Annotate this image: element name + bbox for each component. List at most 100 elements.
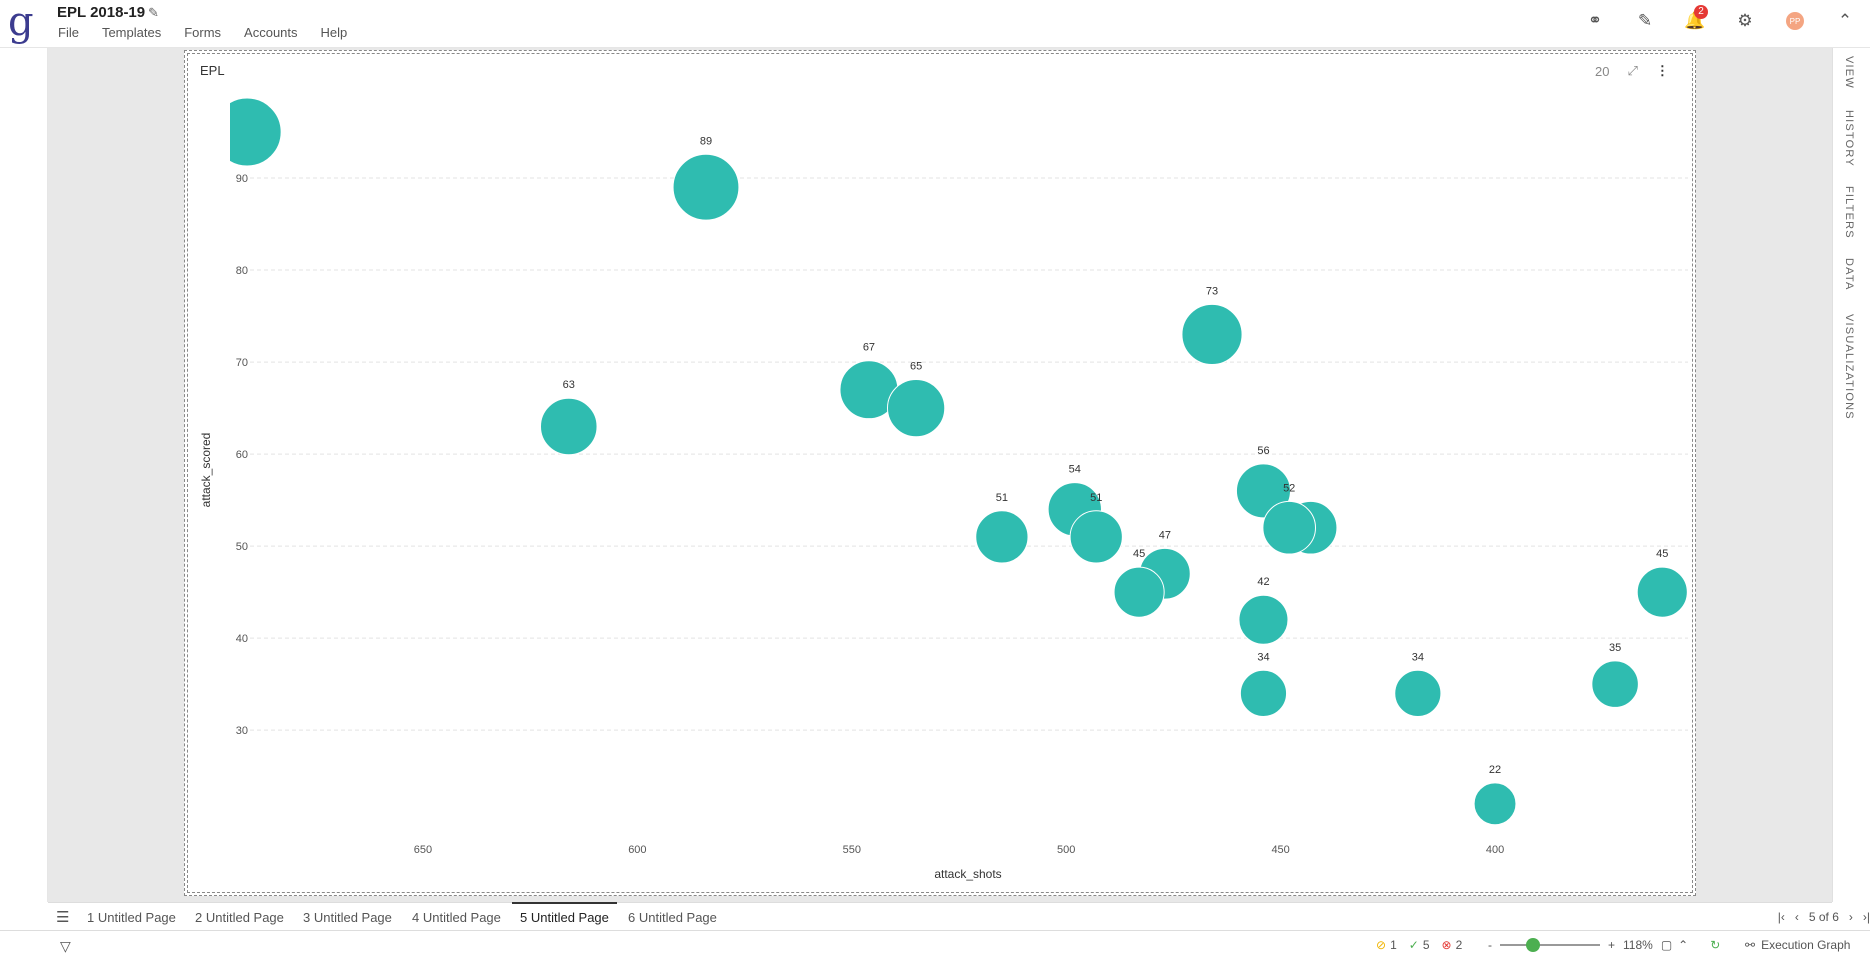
point-label: 54: [1069, 464, 1081, 476]
rail-tab-filters[interactable]: FILTERS: [1843, 186, 1855, 239]
point-label: 51: [1090, 492, 1102, 504]
zoom-slider-knob[interactable]: [1526, 938, 1540, 952]
fit-screen-icon[interactable]: ▢: [1660, 938, 1673, 952]
menu-accounts[interactable]: Accounts: [244, 25, 298, 40]
scatter-point[interactable]: [1636, 566, 1688, 618]
gear-icon[interactable]: ⚙: [1737, 11, 1753, 30]
page-tab-3[interactable]: 3 Untitled Page: [303, 910, 392, 925]
menu-templates[interactable]: Templates: [101, 25, 162, 40]
notes-icon[interactable]: ✎: [1637, 11, 1653, 30]
x-axis-label: attack_shots: [934, 867, 1001, 881]
menu-file[interactable]: File: [58, 25, 79, 40]
chart-grid: [250, 177, 1688, 731]
document-title[interactable]: EPL 2018-19: [57, 4, 146, 21]
prev-page-icon[interactable]: ‹: [1794, 910, 1799, 924]
point-label: 45: [1656, 548, 1668, 560]
y-tick-label: 30: [236, 725, 248, 737]
filter-icon[interactable]: ▽: [60, 938, 71, 954]
rail-tab-view[interactable]: VIEW: [1843, 56, 1855, 89]
scatter-point[interactable]: [886, 378, 946, 438]
notification-bell-icon[interactable]: 🔔 2: [1670, 0, 1720, 42]
page-tab-2[interactable]: 2 Untitled Page: [195, 910, 284, 925]
collapse-header-icon[interactable]: ⌃: [1837, 11, 1853, 30]
warning-count: 1: [1390, 938, 1397, 952]
pages-menu-icon[interactable]: ☰: [56, 909, 70, 926]
last-page-icon[interactable]: ›|: [1862, 910, 1870, 924]
rail-tab-data[interactable]: DATA: [1843, 258, 1855, 291]
zoom-out-button[interactable]: -: [1488, 938, 1492, 952]
y-tick-label: 80: [236, 265, 248, 277]
page-tab-6[interactable]: 6 Untitled Page: [628, 910, 717, 925]
top-icons: ⚭ ✎ 🔔 2 ⚙ PP ⌃: [1570, 0, 1870, 42]
panel-title: EPL: [200, 63, 225, 78]
error-count: 2: [1455, 938, 1463, 952]
x-tick-label: 600: [628, 844, 646, 856]
y-tick-label: 90: [236, 173, 248, 185]
x-tick-label: 500: [1057, 844, 1075, 856]
scatter-point[interactable]: [213, 97, 282, 167]
scatter-point[interactable]: [1238, 594, 1289, 645]
zoom-control: - + 118% ▢ ⌃ ↻: [1488, 938, 1720, 952]
rail-tab-history[interactable]: HISTORY: [1843, 110, 1855, 167]
page-tab-5[interactable]: 5 Untitled Page: [512, 902, 617, 925]
next-page-icon[interactable]: ›: [1848, 910, 1853, 924]
scatter-point[interactable]: [975, 510, 1029, 564]
error-status[interactable]: ⊗ 2: [1442, 938, 1463, 952]
avatar: PP: [1786, 12, 1804, 30]
chart-panel[interactable]: [184, 50, 1696, 896]
page-indicator: 5 of 6: [1808, 910, 1839, 924]
menu-help[interactable]: Help: [320, 25, 348, 40]
scatter-point[interactable]: [1394, 669, 1442, 717]
page-pager: |‹ ‹ 5 of 6 › ›|: [1778, 910, 1870, 924]
chart-point-labels: 89 73 67 65 63 56 54 52 51 51 47 45 45 42 35 34 34 22: [563, 135, 1669, 776]
rail-tab-visualizations[interactable]: VISUALIZATIONS: [1843, 314, 1855, 420]
panel-controls: 20 ⤢ ⋮: [1595, 63, 1687, 79]
y-tick-label: 50: [236, 541, 248, 553]
more-options-icon[interactable]: ⋮: [1655, 63, 1669, 78]
point-label: 52: [1283, 482, 1295, 494]
warning-status[interactable]: ⊘ 1: [1376, 938, 1397, 952]
scatter-point[interactable]: [1239, 669, 1288, 717]
scatter-point[interactable]: [1262, 500, 1316, 555]
point-label: 89: [700, 135, 712, 147]
x-tick-label: 450: [1271, 844, 1289, 856]
top-bar: g EPL 2018-19 ✎ File Templates Forms Acc…: [0, 0, 1870, 48]
x-tick-label: 650: [414, 844, 432, 856]
app-logo[interactable]: g: [8, 0, 34, 45]
scatter-point[interactable]: [1113, 566, 1165, 618]
zoom-level: 118%: [1623, 938, 1653, 952]
point-label: 51: [996, 492, 1008, 504]
point-label: 47: [1159, 529, 1171, 541]
execution-graph-label: Execution Graph: [1761, 938, 1851, 952]
share-icon[interactable]: ⚭: [1587, 11, 1603, 30]
scatter-point[interactable]: [539, 397, 598, 456]
scatter-point[interactable]: [672, 153, 740, 221]
point-label: 73: [1206, 285, 1218, 297]
zoom-slider[interactable]: [1500, 938, 1600, 952]
point-label: 22: [1489, 764, 1501, 776]
scatter-point[interactable]: [1591, 660, 1639, 708]
left-rail: [0, 48, 48, 902]
point-label: 34: [1257, 651, 1269, 663]
point-label: 34: [1412, 651, 1424, 663]
error-icon: ⊗: [1441, 938, 1452, 952]
scatter-point[interactable]: [1069, 510, 1123, 564]
refresh-icon[interactable]: ↻: [1710, 938, 1721, 952]
y-tick-label: 40: [236, 633, 248, 645]
menu-forms[interactable]: Forms: [184, 25, 222, 40]
expand-icon[interactable]: ⤢: [1627, 63, 1638, 78]
collapse-status-icon[interactable]: ⌃: [1678, 938, 1689, 952]
page-tab-4[interactable]: 4 Untitled Page: [412, 910, 501, 925]
first-page-icon[interactable]: |‹: [1777, 910, 1785, 924]
scatter-point[interactable]: [1181, 303, 1243, 366]
edit-title-icon[interactable]: ✎: [148, 5, 159, 20]
zoom-in-button[interactable]: +: [1608, 938, 1616, 952]
execution-graph-button[interactable]: ⚯ Execution Graph: [1745, 938, 1850, 952]
success-count: 5: [1422, 938, 1430, 952]
warning-icon: ⊘: [1376, 938, 1387, 952]
page-tab-1[interactable]: 1 Untitled Page: [87, 910, 176, 925]
avatar-button[interactable]: PP: [1770, 0, 1820, 42]
scatter-point[interactable]: [1473, 782, 1517, 826]
success-status[interactable]: ✓ 5: [1409, 938, 1430, 952]
